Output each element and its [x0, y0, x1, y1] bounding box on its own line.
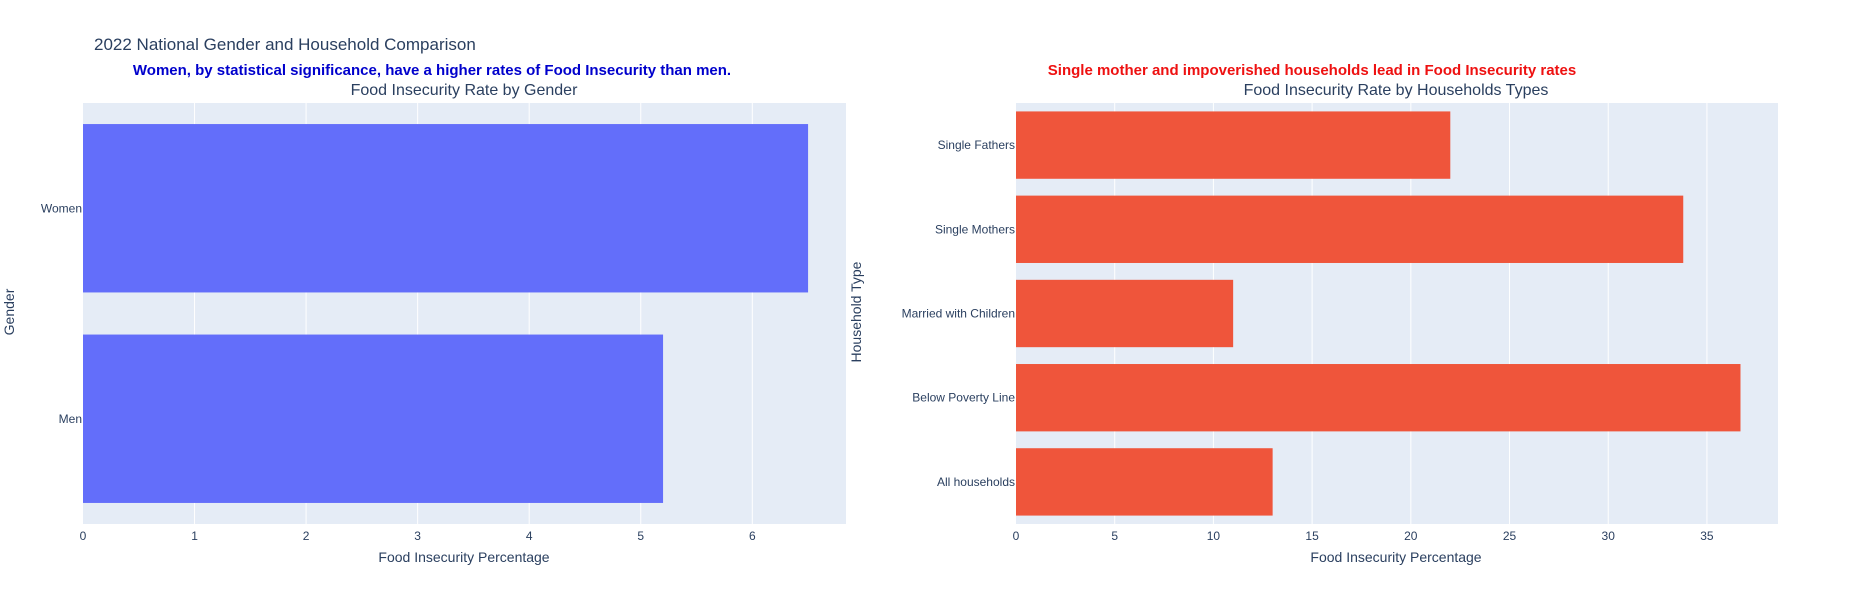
- household-x-tick-label: 15: [1305, 529, 1319, 543]
- gender-chart-title: Food Insecurity Rate by Gender: [351, 82, 578, 99]
- annotation-right: Single mother and impoverished household…: [1048, 62, 1576, 79]
- gender-y-axis-title: Gender: [1, 288, 17, 335]
- gender-x-tick-label: 5: [637, 529, 644, 543]
- household-bar: [1016, 448, 1273, 516]
- household-chart-title: Food Insecurity Rate by Households Types: [1244, 82, 1549, 99]
- household-y-tick-label: All households: [937, 475, 1015, 489]
- household-y-tick-label: Single Mothers: [935, 222, 1015, 236]
- gender-chart: Food Insecurity Rate by Gender Food Inse…: [1, 82, 846, 565]
- household-y-tick-label: Single Fathers: [938, 138, 1015, 152]
- gender-x-tick-label: 2: [303, 529, 310, 543]
- gender-x-tick-label: 0: [80, 529, 87, 543]
- gender-x-tick-label: 6: [749, 529, 756, 543]
- household-x-tick-label: 30: [1602, 529, 1616, 543]
- household-y-axis-title: Household Type: [848, 261, 864, 362]
- household-x-tick-label: 0: [1013, 529, 1020, 543]
- gender-y-tick-label: Men: [59, 412, 82, 426]
- household-chart: Food Insecurity Rate by Households Types…: [848, 82, 1778, 565]
- gender-x-tick-label: 1: [191, 529, 198, 543]
- annotation-left: Women, by statistical significance, have…: [133, 62, 731, 79]
- household-x-tick-label: 5: [1111, 529, 1118, 543]
- household-bar: [1016, 279, 1234, 348]
- gender-x-tick-label: 4: [526, 529, 533, 543]
- household-bar: [1016, 364, 1741, 432]
- gender-bar: [83, 124, 809, 293]
- gender-bar: [83, 334, 664, 503]
- gender-x-axis-title: Food Insecurity Percentage: [378, 549, 549, 565]
- household-x-tick-label: 10: [1207, 529, 1221, 543]
- household-y-tick-label: Married with Children: [902, 307, 1015, 321]
- gender-x-tick-label: 3: [414, 529, 421, 543]
- household-x-axis-title: Food Insecurity Percentage: [1310, 549, 1481, 565]
- household-bar: [1016, 111, 1451, 179]
- gender-y-tick-label: Women: [41, 201, 82, 215]
- household-x-tick-label: 35: [1700, 529, 1714, 543]
- household-bar: [1016, 195, 1684, 263]
- household-x-tick-label: 25: [1503, 529, 1517, 543]
- household-x-tick-label: 20: [1404, 529, 1418, 543]
- household-y-tick-label: Below Poverty Line: [912, 391, 1015, 405]
- figure-title: 2022 National Gender and Household Compa…: [94, 35, 476, 54]
